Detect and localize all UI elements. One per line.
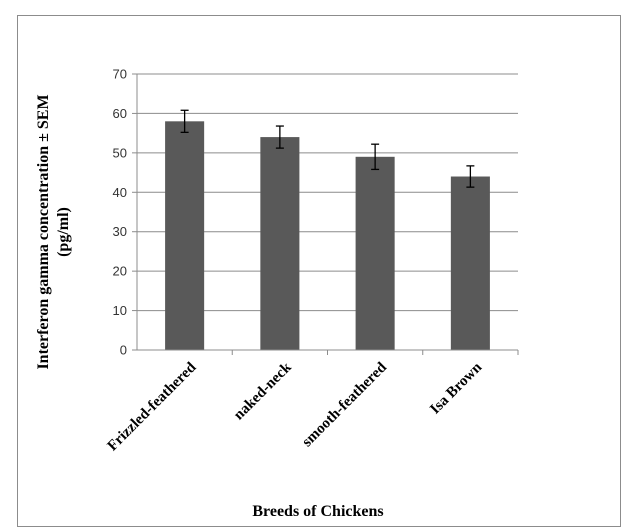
y-tick-label: 70 bbox=[113, 67, 127, 82]
y-tick-label: 30 bbox=[113, 224, 127, 239]
y-tick-label: 0 bbox=[120, 343, 127, 358]
x-axis-title: Breeds of Chickens bbox=[252, 503, 383, 520]
y-tick-label: 40 bbox=[113, 185, 127, 200]
bar bbox=[260, 137, 300, 350]
x-tick-label: Frizzled-feathered bbox=[105, 359, 200, 454]
bar bbox=[450, 176, 490, 350]
y-tick-label: 20 bbox=[113, 264, 127, 279]
y-tick-label: 60 bbox=[113, 106, 127, 121]
axes bbox=[132, 73, 519, 355]
bar bbox=[355, 156, 395, 350]
x-tick-label: Isa Brown bbox=[427, 359, 485, 417]
y-tick-label: 10 bbox=[113, 303, 127, 318]
x-tick-label: naked-neck bbox=[231, 359, 295, 423]
x-tick-label: smooth-feathered bbox=[299, 359, 390, 450]
y-tick-label: 50 bbox=[113, 145, 127, 160]
bar bbox=[165, 121, 205, 350]
bars bbox=[165, 109, 490, 350]
y-axis-title: Interferon gamma concentration ± SEM bbox=[35, 94, 52, 369]
y-axis-unit: (pg/ml) bbox=[55, 207, 72, 257]
